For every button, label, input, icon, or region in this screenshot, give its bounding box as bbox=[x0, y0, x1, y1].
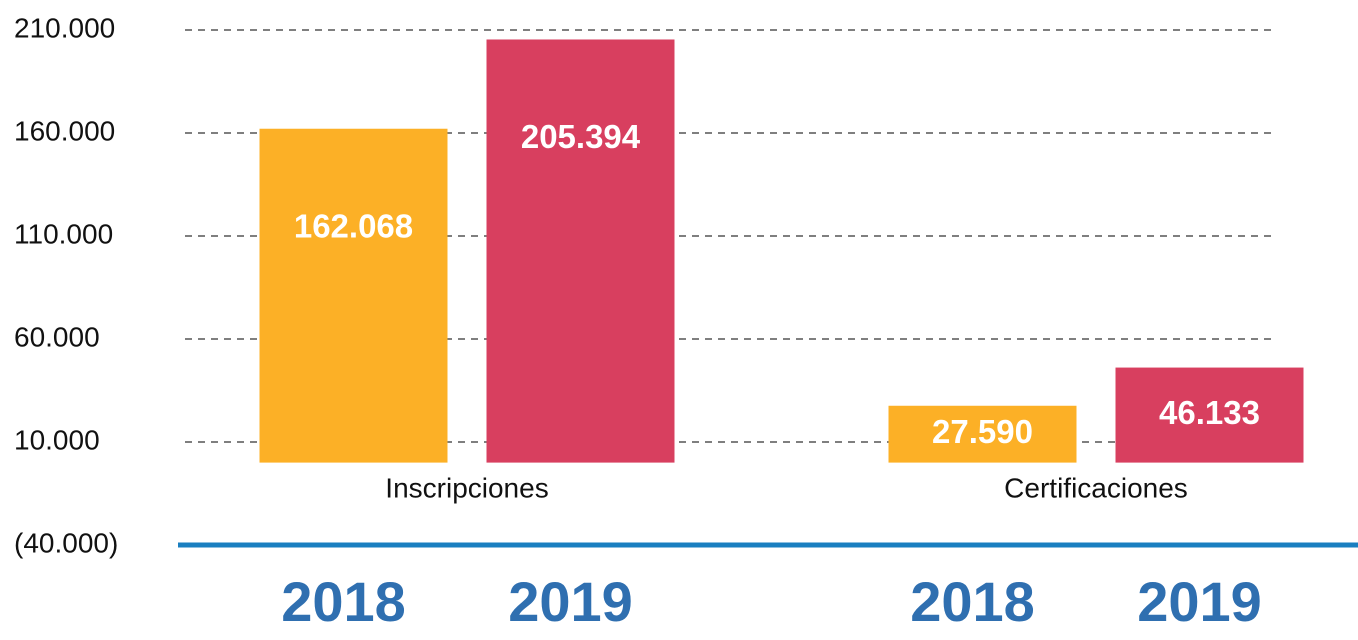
y-tick-label: (40.000) bbox=[14, 527, 118, 558]
bar bbox=[259, 128, 448, 463]
bar bbox=[1115, 367, 1304, 463]
value-label: 46.133 bbox=[1159, 394, 1260, 431]
y-tick-label: 10.000 bbox=[14, 424, 100, 455]
y-tick-label: 210.000 bbox=[14, 12, 115, 43]
value-label: 205.394 bbox=[521, 118, 641, 155]
y-tick-label: 60.000 bbox=[14, 321, 100, 352]
y-tick-label: 110.000 bbox=[14, 218, 113, 249]
value-label: 162.068 bbox=[294, 207, 413, 244]
legend-label: 2019 bbox=[508, 570, 633, 633]
bar bbox=[486, 39, 675, 463]
y-tick-label: 160.000 bbox=[14, 115, 115, 146]
legend-label: 2019 bbox=[1137, 570, 1262, 633]
legend-label: 2018 bbox=[281, 570, 406, 633]
x-tick-label: Certificaciones bbox=[1004, 472, 1188, 503]
x-tick-label: Inscripciones bbox=[385, 472, 548, 503]
value-label: 27.590 bbox=[932, 413, 1033, 450]
legend-label: 2018 bbox=[910, 570, 1035, 633]
bar bbox=[888, 405, 1077, 463]
